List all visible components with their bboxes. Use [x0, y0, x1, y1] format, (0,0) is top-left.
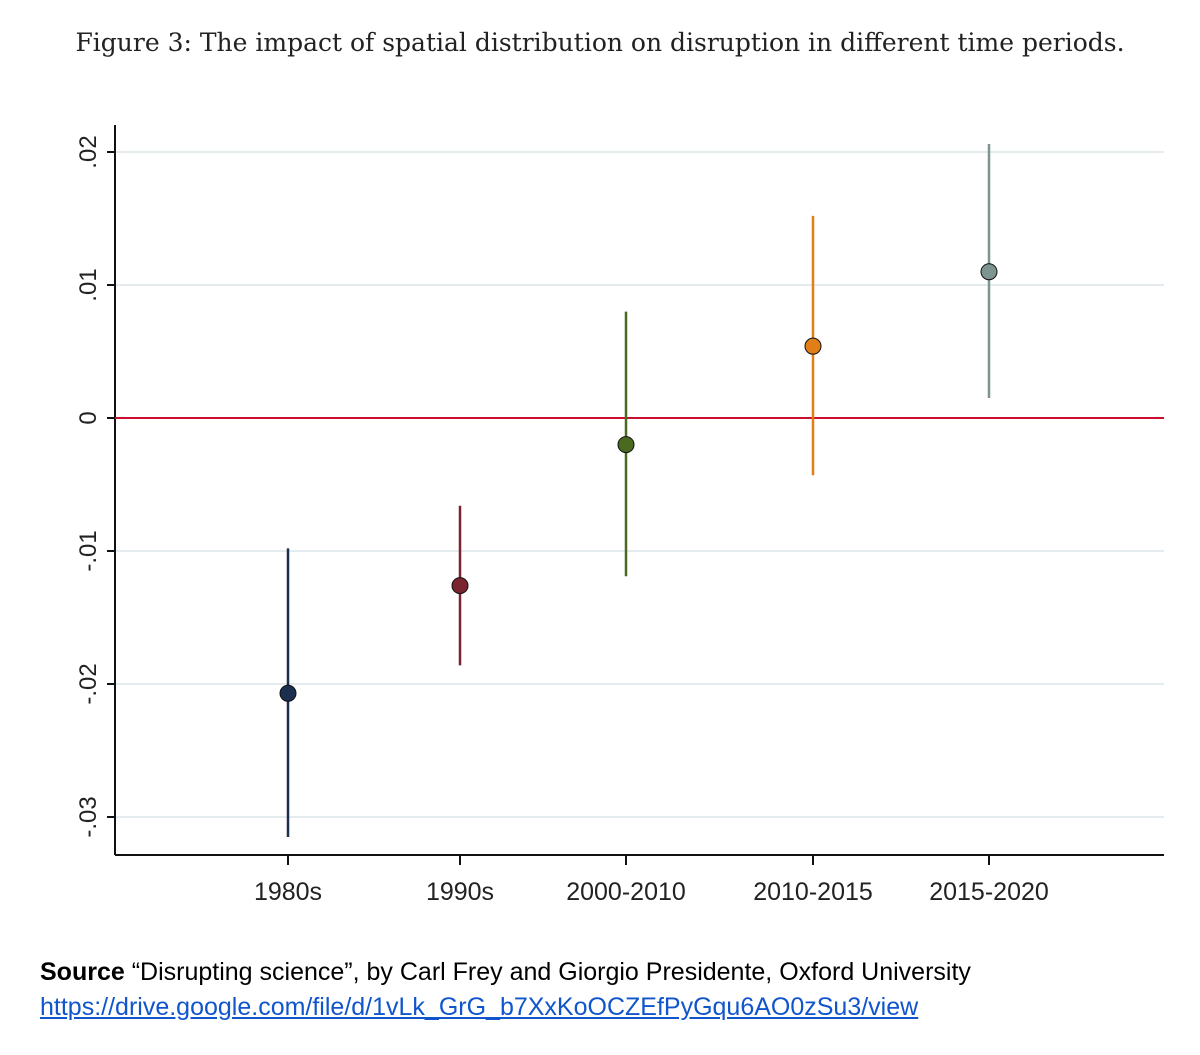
y-tick-label: .01 [75, 268, 102, 301]
point-estimate [617, 436, 635, 454]
y-tick-label: .02 [75, 135, 102, 168]
y-tick-label: 0 [75, 411, 102, 424]
source-link[interactable]: https://drive.google.com/file/d/1vLk_GrG… [40, 993, 919, 1021]
source-text: “Disrupting science”, by Carl Frey and G… [124, 958, 971, 986]
figure-title: Figure 3: The impact of spatial distribu… [75, 28, 1125, 57]
point-estimate [279, 684, 297, 702]
point-estimate [451, 577, 469, 595]
y-tick-label: -.01 [75, 530, 102, 571]
x-tick-label: 1980s [254, 878, 322, 906]
x-tick-label: 2015-2020 [929, 878, 1049, 906]
source-label: Source [40, 958, 125, 986]
plot-panel: -.03 -.02 -.01 0 .01 .02 1980s 1990s 2000-2010 20… [28, 97, 1178, 927]
y-tick-label: -.03 [75, 796, 102, 837]
point-estimate [804, 337, 822, 355]
coefficient-chart: -.03 -.02 -.01 0 .01 .02 1980s 1990s 2000-2010 20… [75, 125, 1164, 906]
point-estimate [980, 263, 998, 281]
x-tick-label: 2000-2010 [566, 878, 686, 906]
x-tick-label: 1990s [426, 878, 494, 906]
x-tick-label: 2010-2015 [753, 878, 873, 906]
source-citation: Source “Disrupting science”, by Carl Fre… [40, 958, 1190, 987]
y-tick-label: -.02 [75, 663, 102, 704]
